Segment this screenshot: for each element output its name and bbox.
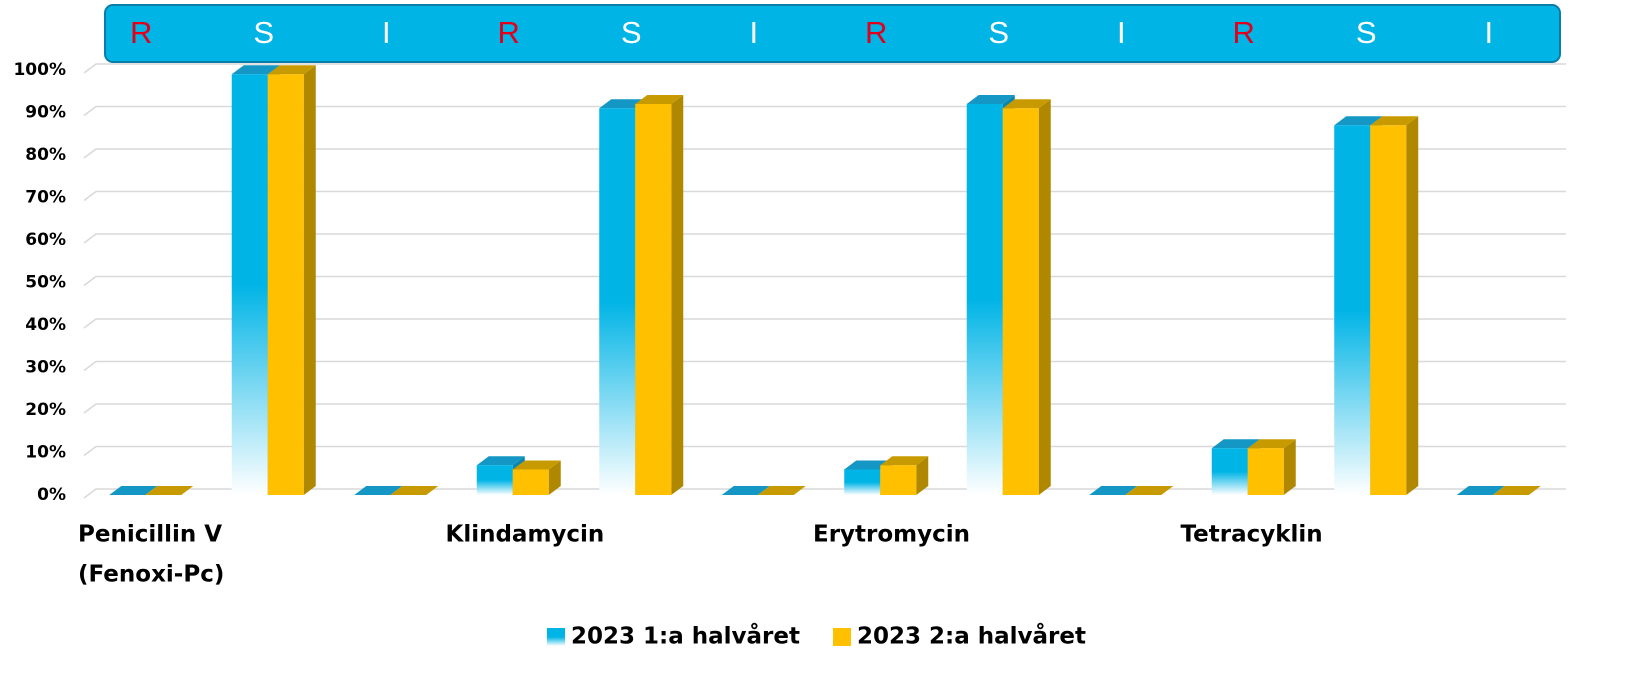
grid-line <box>83 275 1566 287</box>
y-tick-label: 20% <box>25 400 66 420</box>
bar <box>1334 125 1371 495</box>
category-label: I <box>1484 15 1493 50</box>
bar-side <box>1406 116 1419 495</box>
bar-side <box>303 65 316 495</box>
legend-swatch <box>547 628 565 646</box>
category-label: R <box>498 15 520 50</box>
bar <box>1002 108 1039 495</box>
y-tick-label: 100% <box>13 60 66 80</box>
bar <box>512 469 549 495</box>
category-label: S <box>988 15 1009 50</box>
legend-label: 2023 2:a halvåret <box>857 623 1086 650</box>
y-tick-label: 90% <box>25 103 66 123</box>
y-tick-label: 50% <box>25 273 66 293</box>
grid-line <box>83 105 1566 117</box>
category-label: S <box>621 15 642 50</box>
bar-top <box>267 65 316 75</box>
bar <box>1370 125 1407 495</box>
y-tick-label: 70% <box>25 188 66 208</box>
bar-top <box>1089 486 1138 495</box>
bar-side <box>916 456 929 495</box>
category-label: I <box>1117 15 1126 50</box>
bar-top <box>757 486 806 495</box>
bar-side <box>1283 439 1296 495</box>
bar-top <box>390 486 439 495</box>
bar <box>966 104 1003 495</box>
bar-top <box>1125 486 1174 495</box>
category-label: I <box>749 15 758 50</box>
group-label: Erytromycin <box>813 522 970 548</box>
grid-line <box>83 360 1566 372</box>
bar-top <box>1370 116 1419 126</box>
bar <box>844 469 881 495</box>
grid-line <box>83 445 1566 457</box>
category-label: R <box>865 15 887 50</box>
grid-line <box>83 190 1566 202</box>
group-label: Penicillin V <box>78 522 222 548</box>
bar-side <box>1038 99 1051 495</box>
bar-top <box>966 95 1015 104</box>
y-tick-label: 40% <box>25 315 66 335</box>
bar-top <box>1002 99 1051 109</box>
bar-top <box>1247 439 1296 449</box>
bar-top <box>476 456 525 466</box>
bar <box>635 104 672 495</box>
y-tick-label: 0% <box>37 485 66 505</box>
category-label: S <box>253 15 274 50</box>
grid-line <box>83 63 1566 74</box>
grid-line <box>83 488 1566 499</box>
bar <box>1247 448 1284 495</box>
grid-line <box>83 148 1566 159</box>
grid-line <box>83 318 1566 329</box>
legend-label: 2023 1:a halvåret <box>571 623 800 650</box>
bar <box>267 74 304 495</box>
bar-side <box>548 460 561 495</box>
y-tick-label: 30% <box>25 358 66 378</box>
bar-top <box>512 460 561 470</box>
group-label: Klindamycin <box>446 522 605 548</box>
group-label: (Fenoxi-Pc) <box>78 562 224 588</box>
bar-top <box>231 65 280 75</box>
group-label: Tetracyklin <box>1181 522 1323 548</box>
bar-top <box>1334 116 1383 126</box>
bar-top <box>145 486 194 495</box>
grid-line <box>83 233 1566 244</box>
bar <box>476 465 513 495</box>
bar-top <box>721 486 770 495</box>
bar-side <box>671 95 684 495</box>
bar-top <box>1211 439 1260 449</box>
y-tick-label: 80% <box>25 145 66 165</box>
bar <box>880 465 917 495</box>
header-band <box>104 4 1561 63</box>
category-label: R <box>1233 15 1255 50</box>
bar-top <box>635 95 684 104</box>
grid-line <box>83 403 1566 414</box>
bar-top <box>1492 486 1541 495</box>
category-label: S <box>1356 15 1377 50</box>
bar <box>1211 448 1248 495</box>
bar-top <box>880 456 929 466</box>
legend-swatch <box>833 628 851 646</box>
category-label: R <box>130 15 152 50</box>
bar-top <box>1456 486 1505 495</box>
bar <box>231 74 268 495</box>
bar <box>599 108 636 495</box>
bar-top <box>354 486 403 495</box>
category-label: I <box>382 15 391 50</box>
bar-top <box>109 486 158 495</box>
y-tick-label: 10% <box>25 443 66 463</box>
y-tick-label: 60% <box>25 230 66 250</box>
